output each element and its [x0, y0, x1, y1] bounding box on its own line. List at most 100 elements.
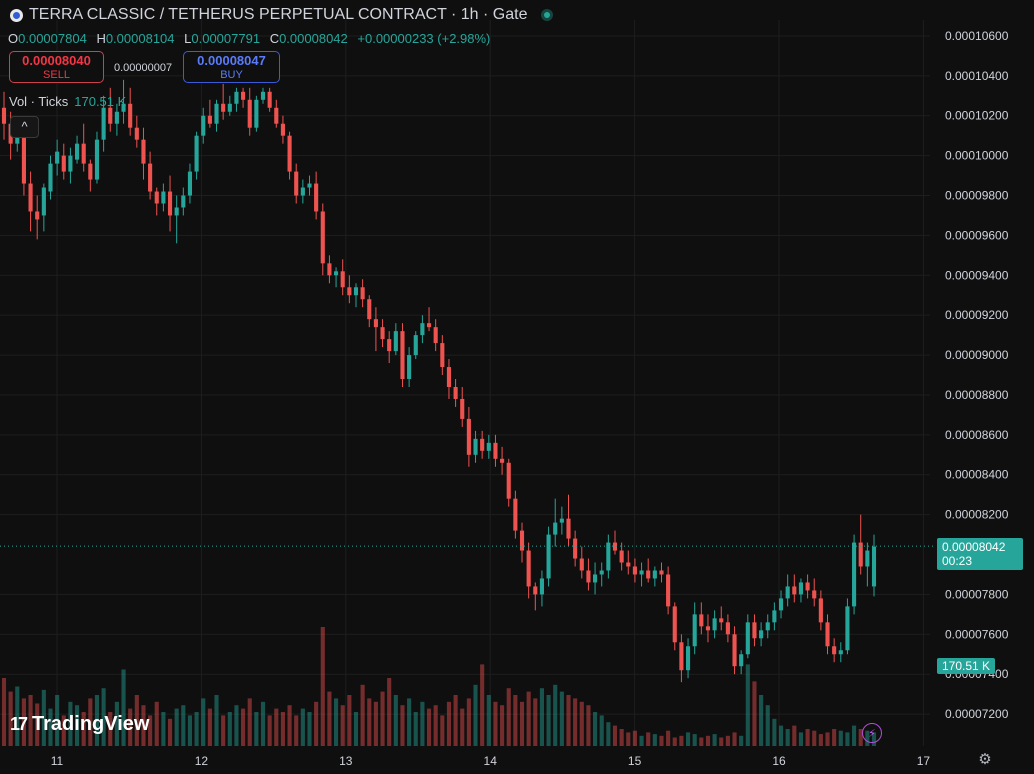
- candle-body: [287, 135, 292, 172]
- candle-body: [692, 614, 697, 647]
- candle: [367, 295, 372, 328]
- volume-bar: [792, 725, 797, 746]
- gear-icon[interactable]: ⚙: [978, 751, 992, 768]
- volume-label[interactable]: Vol · Ticks: [9, 94, 69, 109]
- candle-body: [121, 103, 126, 112]
- close-label: C: [269, 31, 280, 46]
- volume-bar: [314, 701, 319, 746]
- volume-bar: [320, 627, 325, 746]
- volume-bar: [367, 698, 372, 746]
- volume-bar: [699, 737, 704, 746]
- volume-bar: [41, 689, 46, 746]
- candle-body: [227, 103, 232, 112]
- candle-body: [181, 195, 186, 208]
- volume-bar: [579, 701, 584, 746]
- candle: [619, 542, 624, 571]
- sell-button[interactable]: 0.00008040 SELL: [9, 51, 104, 83]
- candle: [280, 115, 285, 144]
- price-axis[interactable]: 0.00010600 0.00010400 0.00010200 0.00010000…: [945, 29, 1009, 721]
- candle: [207, 99, 212, 128]
- volume-bar: [639, 735, 644, 746]
- candle-body: [148, 163, 153, 192]
- candle-body: [55, 151, 60, 164]
- candle: [81, 123, 86, 172]
- candle: [513, 490, 518, 539]
- price-tick-label: 0.00007600: [945, 627, 1009, 641]
- buy-button[interactable]: 0.00008047 BUY: [183, 51, 280, 83]
- candle-body: [606, 542, 611, 571]
- volume-bar: [174, 708, 179, 746]
- price-tick-label: 0.00009000: [945, 348, 1009, 362]
- candle: [201, 107, 206, 144]
- candle: [440, 335, 445, 376]
- change-value: +0.00000233 (+2.98%): [357, 31, 491, 46]
- candle-body: [48, 163, 53, 192]
- volume-bar: [692, 734, 697, 746]
- candle: [426, 307, 432, 332]
- volume-bar: [227, 712, 232, 746]
- volume-bar: [539, 688, 544, 746]
- candle-body: [519, 530, 525, 551]
- candle: [566, 494, 571, 547]
- candle: [227, 95, 232, 116]
- price-tick-label: 0.00008200: [945, 508, 1009, 522]
- volume-bar: [360, 684, 365, 746]
- chart-header: TERRA CLASSIC / TETHERUS PERPETUAL CONTR…: [10, 6, 554, 24]
- candle-body: [194, 135, 199, 172]
- candle-body: [672, 606, 677, 643]
- symbol-title[interactable]: TERRA CLASSIC / TETHERUS PERPETUAL CONTR…: [29, 6, 528, 23]
- candle-body: [1, 107, 7, 124]
- volume-bar: [167, 718, 173, 746]
- candle-body: [420, 323, 425, 336]
- lightning-icon[interactable]: ⚡: [862, 723, 882, 743]
- volume-bar: [221, 715, 226, 746]
- candle-body: [513, 498, 518, 531]
- candle: [320, 203, 325, 276]
- buy-price: 0.00008047: [197, 53, 266, 68]
- candle-body: [838, 650, 843, 655]
- ohlc-legend: O0.00007804 H0.00008104 L0.00007791 C0.0…: [8, 31, 496, 46]
- volume-bar: [679, 735, 684, 746]
- volume-value: 170.51 K: [74, 94, 127, 109]
- candle-body: [407, 355, 412, 380]
- candle-body: [871, 546, 877, 587]
- candle-body: [327, 263, 332, 276]
- volume-bar: [739, 735, 744, 746]
- candle-body: [573, 538, 578, 559]
- candle: [506, 458, 511, 507]
- candle: [586, 558, 591, 591]
- tradingview-logo[interactable]: 17 TradingView: [10, 713, 149, 736]
- close-value: 0.00008042: [279, 31, 348, 46]
- volume-bar: [566, 695, 571, 746]
- candle: [692, 602, 697, 655]
- candle-body: [101, 107, 106, 140]
- candle: [241, 87, 246, 108]
- volume-bar: [759, 695, 764, 746]
- volume-bar: [473, 684, 478, 746]
- candle: [871, 534, 877, 597]
- volume-bar: [765, 705, 770, 746]
- volume-bar: [35, 703, 40, 746]
- candle-body: [719, 618, 724, 623]
- candle-body: [68, 155, 73, 172]
- volume-bar: [433, 705, 438, 746]
- collapse-legend-button[interactable]: ^: [10, 116, 39, 138]
- volume-bar: [347, 695, 352, 746]
- volume-bar: [1, 678, 7, 746]
- candle: [420, 315, 425, 344]
- candle: [380, 319, 385, 348]
- volume-bar: [287, 705, 292, 746]
- sell-label: SELL: [43, 69, 70, 81]
- candle-body: [373, 319, 378, 328]
- candle: [553, 498, 558, 547]
- volume-bar: [241, 708, 246, 746]
- candle: [659, 562, 664, 583]
- candle: [679, 634, 684, 683]
- candle: [473, 430, 478, 463]
- candle: [526, 542, 531, 599]
- candle-body: [446, 367, 452, 387]
- volume-bar: [493, 701, 498, 746]
- time-axis[interactable]: 11 12 13 14 15 16 17: [51, 754, 931, 768]
- candle: [652, 566, 657, 587]
